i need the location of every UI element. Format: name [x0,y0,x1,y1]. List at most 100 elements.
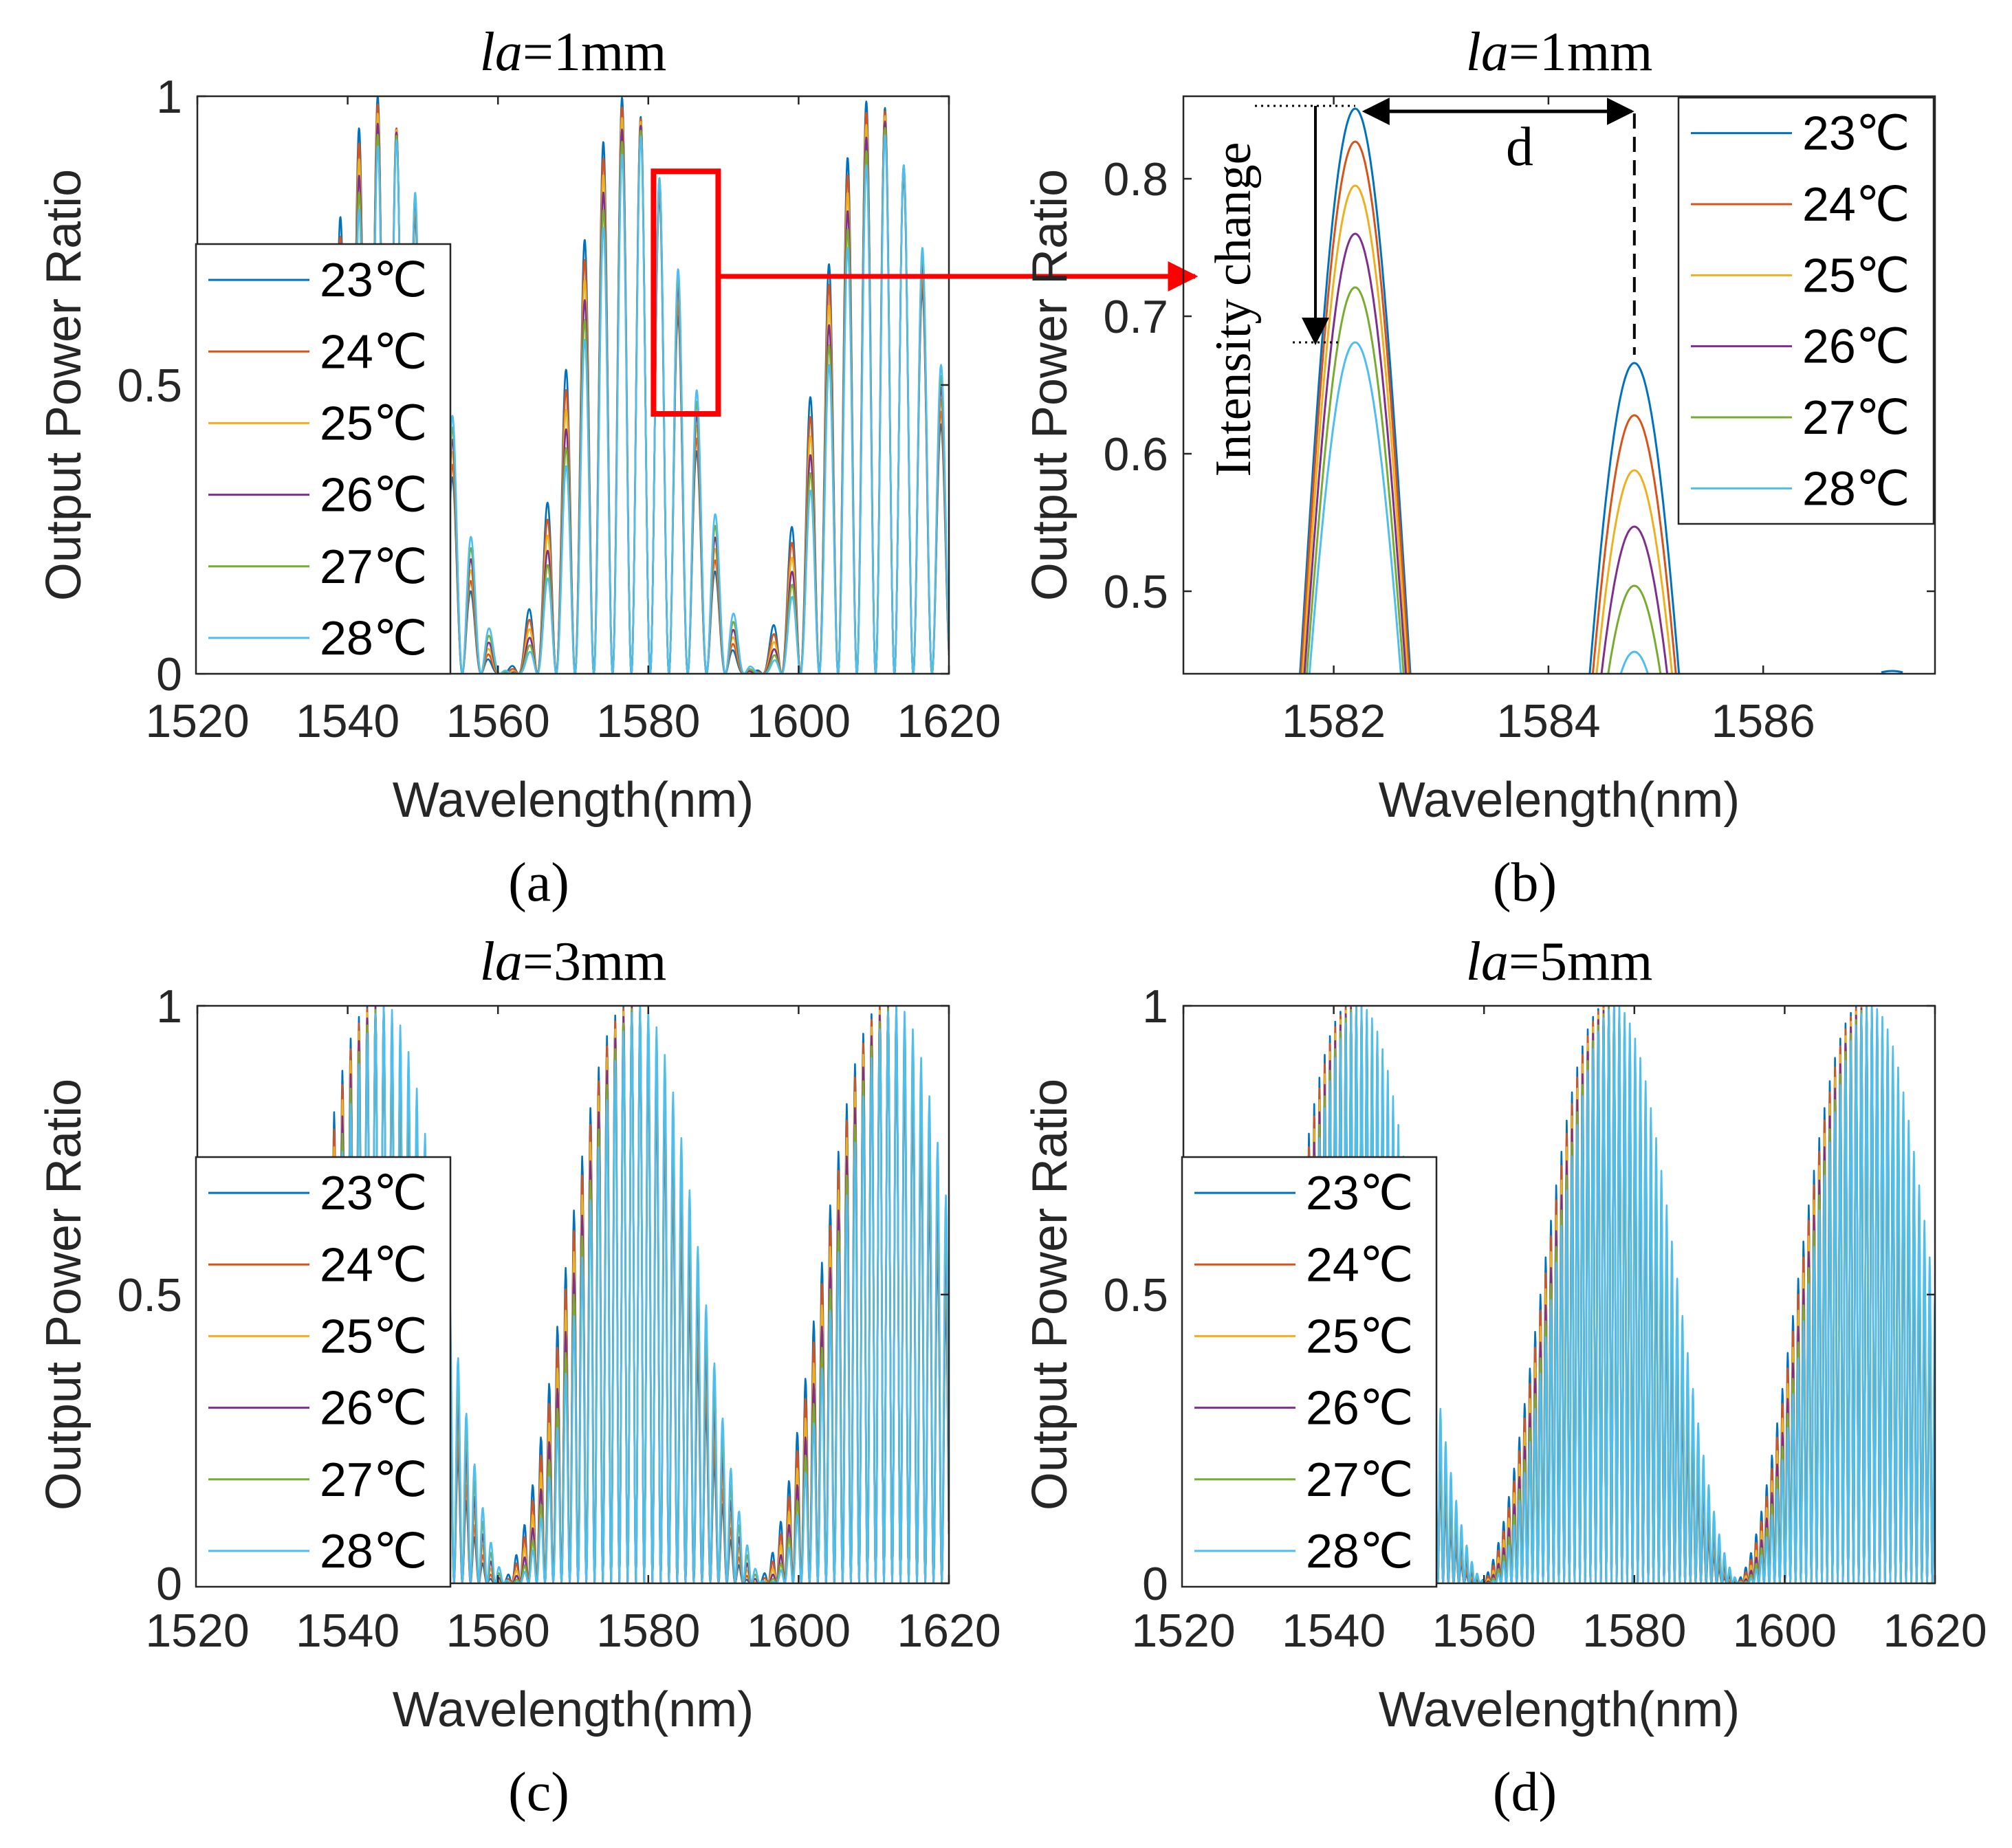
chart-title-rest: =1mm [1509,22,1653,82]
x-tick-label: 1580 [1582,1605,1686,1657]
y-tick-label: 0.5 [1103,566,1168,618]
legend-entry: 23℃ [320,1166,427,1220]
panel-b: 1582 1584 1586 0.5 0.6 0.7 0.8 Wavelength(nm) Ou… [1023,22,1936,913]
legend-entry: 25℃ [1802,248,1910,302]
series-line-25c [1301,184,1674,674]
panel-label: (b) [1493,852,1557,913]
panel-label: (a) [508,852,569,913]
x-tick-label: 1600 [747,695,851,747]
legend-entry: 26℃ [320,1381,427,1435]
legend-entry: 27℃ [320,1453,427,1506]
chart-title-rest: =3mm [523,932,667,992]
y-tick-label: 0.8 [1103,153,1168,206]
y-tick-label: 1 [156,71,182,123]
x-tick-label: 1580 [596,1605,700,1657]
legend-entry: 24℃ [320,324,427,378]
residual-peak [1881,670,1903,674]
x-tick-label: 1520 [1131,1605,1235,1657]
x-tick-label: 1520 [145,695,249,747]
legend-entry: 24℃ [320,1238,427,1291]
x-axis-label: Wavelength(nm) [393,1682,754,1737]
series-group [1299,107,1903,674]
x-tick-label: 1560 [1432,1605,1536,1657]
legend-entry: 26℃ [1306,1381,1413,1435]
legend-box [1677,96,1935,525]
zoom-box [650,168,721,417]
y-tick-label: 0.5 [117,1269,182,1321]
y-tick-label: 0 [156,648,182,701]
legend-entry: 27℃ [1802,390,1910,444]
y-tick-label: 0 [1142,1558,1168,1610]
legend-entry: 23℃ [320,253,427,307]
intensity-label: Intensity change [1205,142,1262,477]
d-label: d [1506,117,1533,177]
series-line-26c [1303,232,1669,674]
legend-entry: 28℃ [1306,1524,1413,1578]
panel-d: 1520 1540 1560 1580 1600 1620 0 0.5 1 Wavelength(… [1023,932,1987,1823]
y-tick-label: 0.5 [1103,1269,1168,1321]
chart-title-italic: la [1466,22,1509,82]
plot-frame [1182,95,1936,675]
legend-entry: 26℃ [1802,320,1910,373]
x-axis-label: Wavelength(nm) [393,773,754,828]
series-line-24c [1300,140,1677,674]
chart-title-italic: la [480,22,523,82]
x-tick-label: 1620 [897,695,1000,747]
y-axis-label: Output Power Ratio [36,169,91,601]
x-tick-label: 1600 [1733,1605,1837,1657]
legend-entry: 23℃ [1802,107,1910,160]
legend-entry: 25℃ [1306,1309,1413,1363]
legend-entry: 27℃ [320,540,427,593]
series-line-28c [1308,341,1650,674]
chart-title-italic: la [1466,932,1509,992]
chart-title: la=5mm [1466,932,1653,992]
x-tick-label: 1600 [747,1605,851,1657]
x-tick-label: 1560 [446,1605,550,1657]
series-line-27c [1305,286,1662,674]
panel-c: 1520 1540 1560 1580 1600 1620 0 0.5 1 Wavelength(… [36,932,1001,1823]
panel-label: (d) [1493,1762,1557,1823]
x-tick-label: 1540 [1282,1605,1386,1657]
x-tick-label: 1620 [897,1605,1000,1657]
legend-entry: 28℃ [1802,461,1910,515]
x-tick-label: 1586 [1712,695,1815,747]
y-tick-label: 0.5 [117,360,182,412]
y-axis-label: Output Power Ratio [1023,1079,1078,1510]
y-tick-label: 0.6 [1103,428,1168,481]
y-axis-label: Output Power Ratio [36,1079,91,1510]
legend-box [195,1156,452,1588]
chart-title: la=1mm [480,22,667,82]
legend-entry: 28℃ [320,1524,427,1578]
x-tick-label: 1582 [1282,695,1386,747]
legend-box [195,243,452,675]
legend-entry: 28℃ [320,611,427,665]
panel-label: (c) [508,1762,569,1823]
x-tick-label: 1540 [296,695,400,747]
chart-title: la=3mm [480,932,667,992]
legend-entry: 26℃ [320,468,427,522]
legend-entry: 23℃ [1306,1166,1413,1220]
series-line-23c [1299,107,1681,674]
x-axis-label: Wavelength(nm) [1379,773,1740,828]
chart-title-rest: =5mm [1509,932,1653,992]
x-tick-label: 1520 [145,1605,249,1657]
y-tick-label: 1 [1142,980,1168,1033]
chart-title-rest: =1mm [523,22,667,82]
x-tick-label: 1540 [296,1605,400,1657]
y-tick-label: 0.7 [1103,291,1168,343]
x-tick-label: 1620 [1883,1605,1987,1657]
legend-entry: 25℃ [320,396,427,450]
legend-entry: 25℃ [320,1309,427,1363]
y-tick-label: 0 [156,1558,182,1610]
x-tick-label: 1580 [596,695,700,747]
legend-box [1181,1156,1438,1588]
x-axis-label: Wavelength(nm) [1379,1682,1740,1737]
x-tick-label: 1584 [1496,695,1600,747]
chart-title-italic: la [480,932,523,992]
y-axis-label: Output Power Ratio [1023,169,1078,601]
chart-title: la=1mm [1466,22,1653,82]
x-tick-label: 1560 [446,695,550,747]
legend-entry: 27℃ [1306,1453,1413,1506]
legend-entry: 24℃ [1306,1238,1413,1291]
